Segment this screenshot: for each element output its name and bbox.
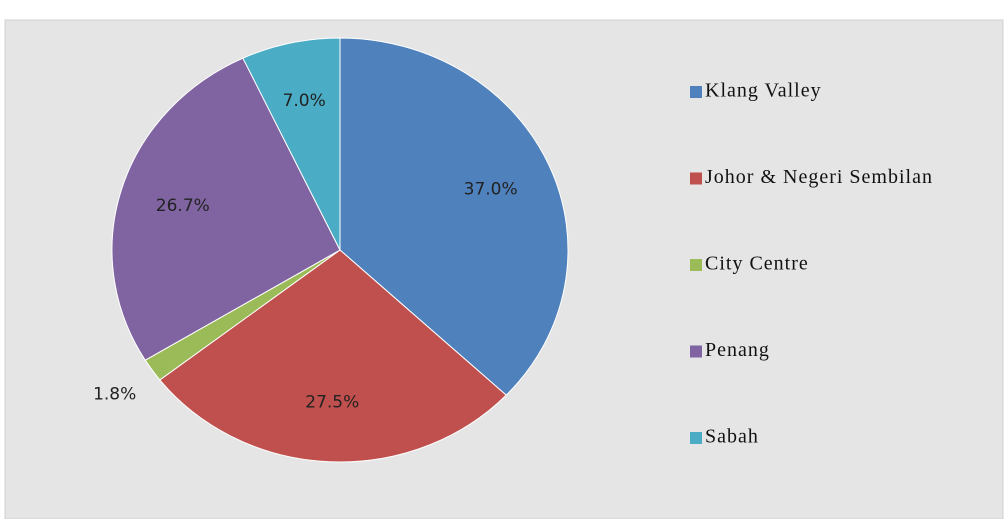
legend-swatch: [690, 432, 702, 444]
pie-slice: [111, 57, 341, 361]
data-label: 7.0%: [283, 91, 326, 111]
legend-label: City Centre: [705, 253, 809, 275]
legend-swatch: [690, 259, 702, 271]
legend-label: Sabah: [705, 426, 759, 448]
data-label: 1.8%: [93, 384, 136, 404]
pie-slice: [242, 37, 341, 251]
legend-swatch: [690, 86, 702, 98]
data-label: 37.0%: [464, 179, 518, 199]
legend-label: Klang Valley: [705, 80, 822, 102]
legend-label: Johor & Negeri Sembilan: [705, 166, 933, 188]
legend-label: Penang: [705, 339, 770, 361]
pie-slice: [159, 249, 507, 463]
pie-slice: [339, 37, 569, 396]
legend-swatch: [690, 172, 702, 185]
data-label: 27.5%: [305, 392, 359, 412]
legend-swatch: [690, 345, 702, 358]
data-label: 26.7%: [156, 196, 210, 216]
